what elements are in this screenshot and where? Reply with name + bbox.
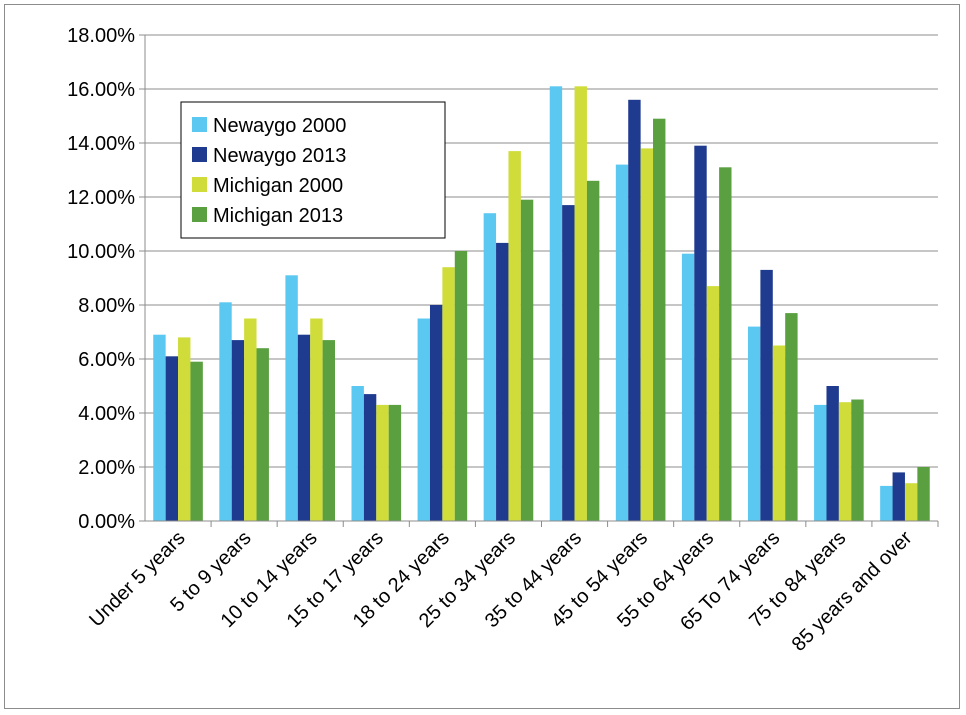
bar [388, 404, 402, 521]
bar [508, 151, 521, 521]
bar [880, 485, 893, 521]
bar [442, 267, 455, 521]
bar [190, 361, 203, 521]
legend-swatch [192, 177, 207, 192]
x-tick-label: 85 years and over [788, 527, 917, 656]
legend-label: Newaygo 2000 [213, 115, 346, 137]
legend-swatch [192, 117, 207, 132]
bar [153, 334, 166, 521]
bar [760, 269, 773, 521]
bar [772, 345, 786, 521]
bar [231, 340, 245, 521]
y-tick-label: 0.00% [78, 511, 135, 533]
bar [244, 318, 257, 521]
bar [310, 318, 323, 521]
bar [165, 356, 179, 521]
bar [586, 180, 600, 522]
legend-label: Michigan 2013 [213, 205, 343, 227]
bar [520, 199, 534, 521]
bar [417, 318, 430, 521]
legend-swatch [192, 207, 207, 222]
bar [562, 205, 575, 521]
bar [640, 148, 654, 521]
bar [694, 145, 707, 521]
bar [256, 348, 269, 521]
y-tick-label: 4.00% [78, 403, 135, 425]
bar [376, 404, 389, 521]
bar [892, 472, 905, 521]
bar [747, 326, 761, 521]
bar [496, 242, 509, 521]
bar [826, 386, 839, 521]
y-tick-label: 6.00% [78, 349, 135, 371]
bar [628, 99, 641, 522]
legend-label: Newaygo 2013 [213, 145, 346, 167]
bar [483, 213, 497, 521]
bar [706, 286, 720, 521]
bar [285, 275, 298, 521]
y-tick-label: 16.00% [67, 79, 135, 101]
bar [549, 86, 563, 522]
bar [322, 340, 336, 521]
bar [904, 483, 918, 521]
legend-swatch [192, 147, 207, 162]
bar [574, 86, 587, 522]
bar [297, 334, 311, 521]
bar [814, 404, 827, 521]
bar [653, 118, 666, 521]
bar [178, 337, 191, 521]
y-tick-label: 10.00% [67, 241, 135, 263]
y-tick-label: 14.00% [67, 133, 135, 155]
bar [681, 253, 695, 521]
bar [851, 399, 864, 521]
legend-label: Michigan 2000 [213, 175, 343, 197]
bar [785, 313, 798, 521]
bar [219, 302, 232, 521]
bar [917, 467, 930, 521]
bar [838, 402, 852, 521]
x-tick-label: Under 5 years [85, 527, 189, 631]
bar [351, 386, 364, 521]
legend-box [180, 101, 446, 239]
bar [615, 164, 629, 521]
legend: Newaygo 2000 Newaygo 2013 Michigan 2000 Mic… [180, 101, 446, 239]
bar [454, 251, 468, 521]
bar [429, 305, 443, 521]
bars [153, 86, 930, 522]
y-tick-label: 8.00% [78, 295, 135, 317]
gridlines [145, 34, 938, 468]
y-tick-label: 2.00% [78, 457, 135, 479]
y-tick-label: 18.00% [67, 25, 135, 47]
y-tick-label: 12.00% [67, 187, 135, 209]
bar [719, 167, 732, 522]
bar [363, 394, 377, 521]
